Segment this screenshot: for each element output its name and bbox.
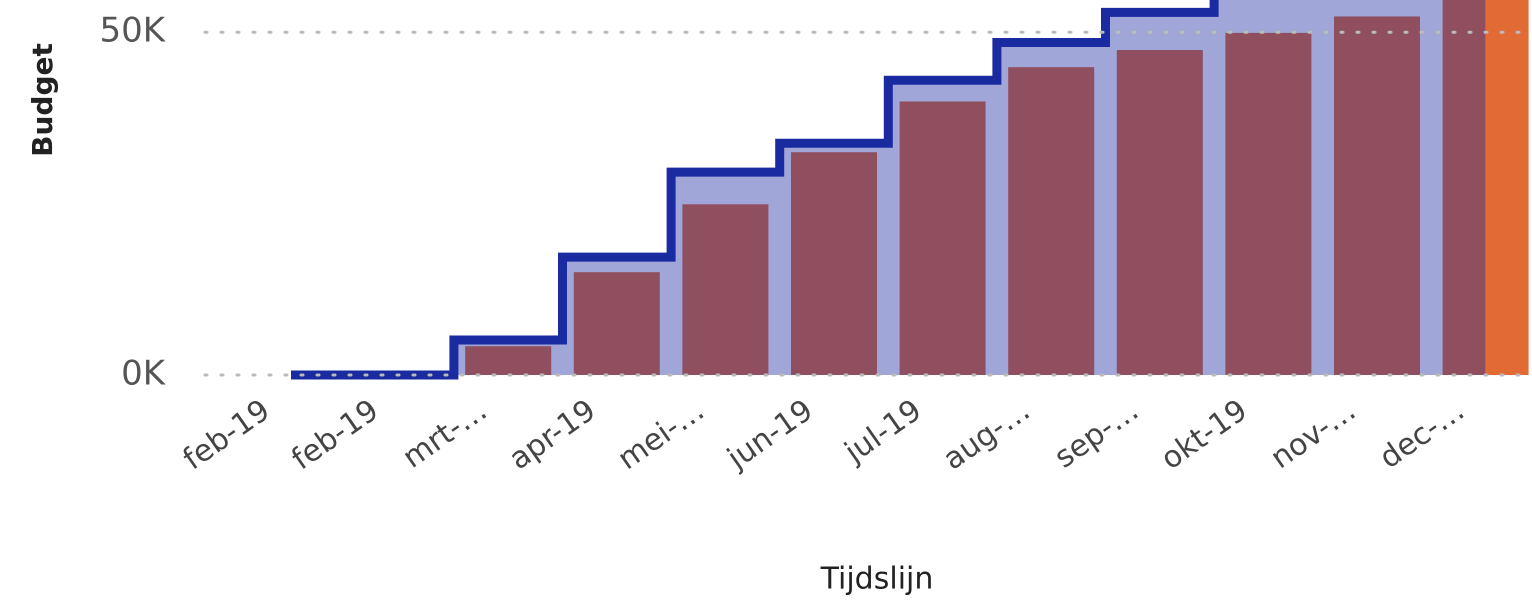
y-axis-title: Budget (26, 43, 59, 157)
bar (1485, 0, 1529, 375)
x-tick-label: mei-… (611, 393, 710, 477)
y-tick-label: 50K (99, 11, 166, 51)
bar (1008, 67, 1095, 376)
x-tick-label: feb-19 (285, 393, 385, 477)
step-line (291, 0, 1219, 380)
x-tick-label: nov-… (1264, 393, 1362, 476)
x-axis-title: Tijdslijn (820, 562, 934, 597)
x-tick-label: jul-19 (838, 393, 928, 471)
y-tick-label: 0K (121, 354, 167, 394)
x-tick-label: sep-… (1048, 393, 1145, 476)
x-tick-label: dec-… (1373, 393, 1471, 476)
x-tick-label: apr-19 (503, 393, 602, 477)
bar (682, 204, 769, 375)
bar (1442, 0, 1486, 376)
bar (465, 346, 552, 375)
plot-area (291, 0, 1529, 380)
bar (573, 272, 660, 375)
x-tick-label: aug-… (937, 393, 1037, 477)
x-tick-label: jun-19 (720, 393, 819, 477)
x-tick-label: feb-19 (177, 393, 277, 477)
bar (899, 101, 986, 375)
bar (1116, 50, 1203, 375)
bar (1334, 16, 1420, 376)
bar (1225, 32, 1312, 375)
x-tick-label: mrt-… (396, 393, 493, 476)
bar (791, 152, 877, 375)
x-tick-label: okt-19 (1155, 393, 1254, 477)
